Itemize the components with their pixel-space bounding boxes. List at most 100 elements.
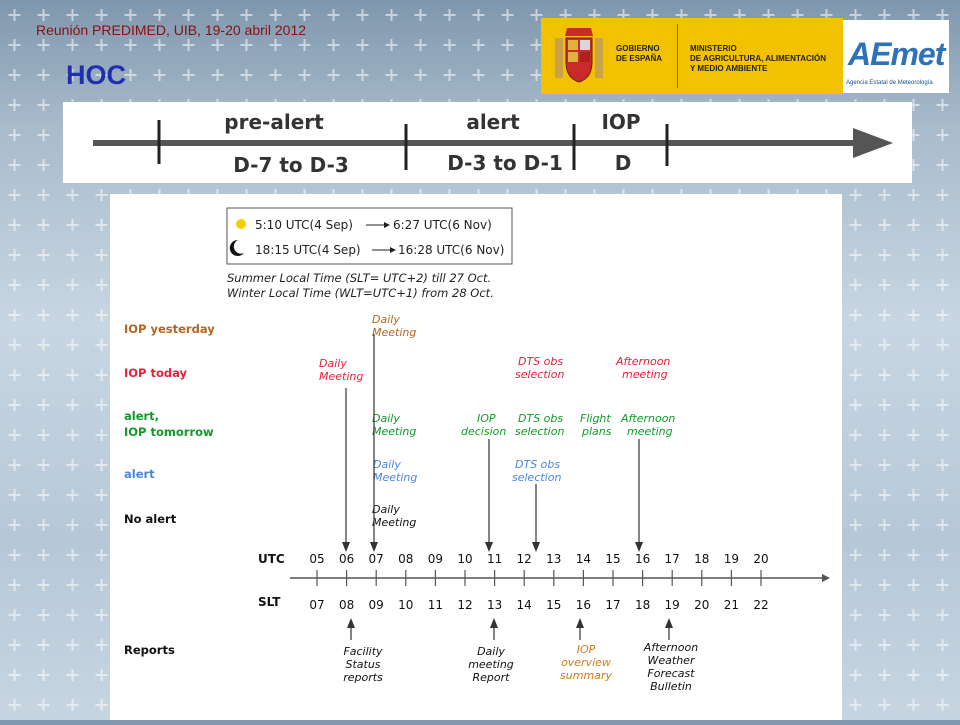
aemet-logo: AEmet	[848, 36, 945, 72]
phase-label-prealert: pre-alert	[224, 110, 324, 134]
event-afternoon-meeting-today-line2: meeting	[622, 368, 668, 381]
event-daily-meeting-today-line2: Meeting	[319, 370, 363, 383]
slt-hour-label: 14	[517, 598, 532, 612]
slt-hour-label: 18	[635, 598, 650, 612]
utc-hour-label: 08	[398, 552, 413, 566]
ministry-line-3: Y MEDIO AMBIENTE	[690, 64, 768, 73]
ministry-line-1: MINISTERIO	[690, 44, 737, 53]
utc-hour-label: 05	[309, 552, 324, 566]
event-daily-meeting-yesterday-line2: Meeting	[372, 326, 416, 339]
utc-hour-label: 11	[487, 552, 502, 566]
axis-ticks	[316, 570, 762, 586]
aemet-subtitle: Agencia Estatal de Meteorología	[846, 80, 933, 86]
slt-hour-label: 20	[694, 598, 709, 612]
utc-hour-label: 10	[457, 552, 472, 566]
event-daily-meeting-yesterday: Daily	[372, 313, 400, 326]
slt-hour-label: 12	[457, 598, 472, 612]
phase-label-iop: IOP	[601, 110, 640, 134]
utc-hour-label: 13	[546, 552, 561, 566]
slt-hour-label: 15	[546, 598, 561, 612]
sunrise-start: 5:10 UTC(4 Sep)	[255, 218, 353, 232]
event-daily-meeting-alert: Daily	[372, 412, 400, 425]
category-iop-yesterday: IOP yesterday	[124, 322, 215, 336]
utc-hour-label: 17	[665, 552, 680, 566]
event-daily-meeting-noalert-line2: Meeting	[372, 516, 416, 529]
sunset-end: 16:28 UTC(6 Nov)	[398, 243, 504, 257]
slt-hour-labels: 07 08 09 10 11 12 13 14 15 16 17 18 19 20 21 22	[309, 598, 768, 612]
gov-line-1: GOBIERNO	[616, 44, 660, 53]
utc-hour-label: 15	[605, 552, 620, 566]
event-dts-selection-alert: DTS obs	[518, 412, 563, 425]
report-afternoon-bulletin-line2: Weather	[648, 654, 696, 667]
coat-of-arms-icon	[555, 28, 603, 83]
reports-label: Reports	[124, 643, 175, 657]
event-daily-meeting-alert-blue: Daily	[373, 458, 401, 471]
utc-hour-label: 20	[753, 552, 768, 566]
winter-time-note: Winter Local Time (WLT=UTC+1) from 28 Oc…	[227, 286, 494, 300]
utc-hour-label: 09	[428, 552, 443, 566]
report-daily-meeting-line2: meeting	[468, 658, 514, 671]
event-daily-meeting-today: Daily	[319, 357, 347, 370]
report-afternoon-bulletin-line3: Forecast	[647, 667, 695, 680]
daily-schedule-panel: 5:10 UTC(4 Sep) 6:27 UTC(6 Nov) 18:15 UT…	[110, 194, 842, 720]
phase-timeline-panel: pre-alert D-7 to D-3 alert D-3 to D-1 IO…	[63, 102, 912, 183]
gov-line-2: DE ESPAÑA	[616, 54, 663, 63]
utc-hour-label: 16	[635, 552, 650, 566]
event-dts-selection-blue: DTS obs	[515, 458, 560, 471]
slt-hour-label: 13	[487, 598, 502, 612]
aemet-logo-box	[843, 20, 949, 93]
event-dts-selection-alert-line2: selection	[515, 425, 564, 438]
report-afternoon-bulletin: Afternoon	[643, 641, 698, 654]
timeline-arrow-head	[853, 128, 893, 158]
utc-hour-labels: 05 06 07 08 09 10 11 12 13 14 15 16 17 18 19 20	[309, 552, 768, 566]
event-dts-selection-blue-line2: selection	[512, 471, 561, 484]
sun-moon-legend-box	[226, 207, 513, 265]
ministry-line-2: DE AGRICULTURA, ALIMENTACIÓN	[690, 54, 826, 63]
utc-hour-label: 19	[724, 552, 739, 566]
phase-range-alert: D-3 to D-1	[447, 151, 563, 175]
time-axis-arrowhead	[822, 574, 830, 582]
summer-time-note: Summer Local Time (SLT= UTC+2) till 27 O…	[227, 271, 491, 285]
moon-icon	[229, 239, 244, 256]
meeting-header: Reunión PREDIMED, UIB, 19-20 abril 2012	[36, 22, 307, 38]
slt-hour-label: 10	[398, 598, 413, 612]
utc-hour-label: 06	[339, 552, 354, 566]
event-daily-meeting-alert-line2: Meeting	[372, 425, 416, 438]
report-iop-overview-line2: overview	[561, 656, 611, 669]
utc-hour-label: 07	[369, 552, 384, 566]
phase-label-alert: alert	[466, 110, 520, 134]
category-alert-iop-tomorrow-line2: IOP tomorrow	[124, 425, 214, 439]
slt-hour-label: 09	[369, 598, 384, 612]
slt-hour-label: 17	[605, 598, 620, 612]
slt-hour-label: 08	[339, 598, 354, 612]
report-facility-status-line3: reports	[343, 671, 383, 684]
logo-divider	[677, 24, 678, 88]
event-afternoon-meeting-alert: Afternoon	[620, 412, 675, 425]
sunset-start: 18:15 UTC(4 Sep)	[255, 243, 361, 257]
event-flight-plans: Flight	[580, 412, 611, 425]
utc-hour-label: 14	[576, 552, 591, 566]
slt-hour-label: 22	[753, 598, 768, 612]
slide-title: HOC	[66, 60, 126, 90]
slt-hour-label: 21	[724, 598, 739, 612]
event-flight-plans-line2: plans	[581, 425, 612, 438]
category-no-alert: No alert	[124, 512, 177, 526]
utc-axis-label: UTC	[258, 552, 285, 566]
report-facility-status-line2: Status	[345, 658, 380, 671]
sunrise-end: 6:27 UTC(6 Nov)	[393, 218, 492, 232]
sun-icon	[236, 219, 246, 229]
slt-hour-label: 19	[665, 598, 680, 612]
daily-schedule-diagram: 5:10 UTC(4 Sep) 6:27 UTC(6 Nov) 18:15 UT…	[124, 207, 830, 693]
slt-hour-label: 11	[428, 598, 443, 612]
ministry-logo-text: MINISTERIO DE AGRICULTURA, ALIMENTACIÓN …	[690, 44, 826, 74]
category-alert-iop-tomorrow: alert,	[124, 409, 159, 423]
phase-timeline: pre-alert D-7 to D-3 alert D-3 to D-1 IO…	[93, 110, 893, 177]
government-logo-text: GOBIERNO DE ESPAÑA	[616, 44, 662, 64]
report-daily-meeting: Daily	[477, 645, 505, 658]
report-afternoon-bulletin-line4: Bulletin	[650, 680, 692, 693]
slt-hour-label: 16	[576, 598, 591, 612]
category-alert: alert	[124, 467, 155, 481]
event-iop-decision-line2: decision	[461, 425, 506, 438]
event-dts-selection-today-line2: selection	[515, 368, 564, 381]
report-facility-status: Facility	[343, 645, 383, 658]
